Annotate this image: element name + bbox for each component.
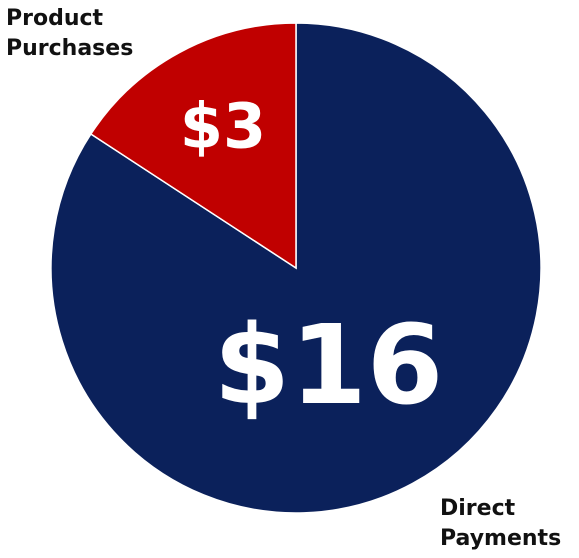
- value-label: $3: [180, 89, 266, 162]
- pie-slice: [89, 22, 297, 270]
- pie-slice: [50, 22, 542, 514]
- slice-label: Direct Payments: [440, 496, 562, 551]
- value-label: $16: [214, 301, 444, 429]
- slice-label: Product Purchases: [6, 6, 134, 61]
